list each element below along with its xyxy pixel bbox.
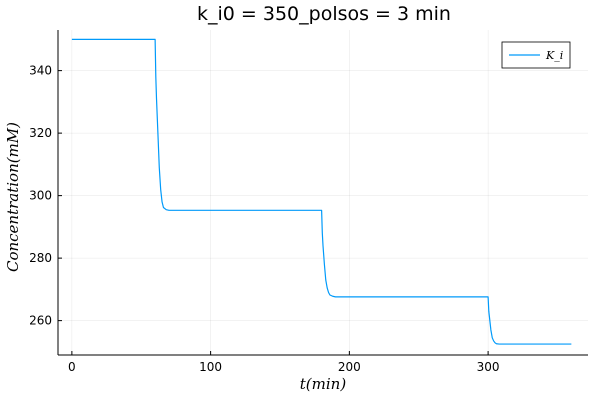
x-axis-label: t(min) — [300, 375, 347, 393]
legend: K_i — [501, 41, 571, 69]
y-tick-label: 300 — [29, 189, 52, 203]
x-tick-label: 100 — [199, 360, 222, 374]
chart-title: k_i0 = 350_polsos = 3 min — [197, 3, 451, 25]
x-tick-label: 300 — [477, 360, 500, 374]
y-tick-label: 340 — [29, 64, 52, 78]
x-tick-label: 0 — [68, 360, 76, 374]
series-line — [71, 38, 572, 345]
y-tick-label: 280 — [29, 251, 52, 265]
series-group — [71, 38, 572, 345]
y-tick-label: 320 — [29, 126, 52, 140]
y-axis-label: Concentration(mM) — [4, 122, 22, 272]
y-tick-label: 260 — [29, 314, 52, 328]
axes — [57, 30, 588, 356]
x-tick-label: 200 — [338, 360, 361, 374]
legend-label: K_i — [545, 49, 563, 62]
tick-labels: 0 100 200 300 260 280 300 320 340 — [29, 64, 499, 374]
grid-lines — [58, 30, 588, 355]
